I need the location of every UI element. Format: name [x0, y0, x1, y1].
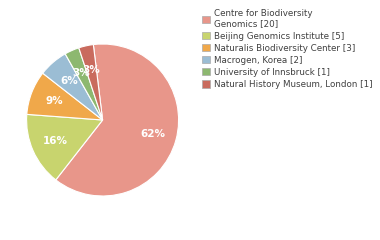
- Text: 3%: 3%: [73, 68, 90, 78]
- Text: 16%: 16%: [43, 136, 68, 146]
- Text: 62%: 62%: [140, 129, 165, 139]
- Wedge shape: [56, 44, 179, 196]
- Text: 6%: 6%: [60, 76, 78, 86]
- Text: 9%: 9%: [46, 96, 63, 106]
- Wedge shape: [27, 114, 103, 180]
- Wedge shape: [79, 45, 103, 120]
- Legend: Centre for Biodiversity
Genomics [20], Beijing Genomics Institute [5], Naturalis: Centre for Biodiversity Genomics [20], B…: [202, 9, 373, 89]
- Text: 3%: 3%: [82, 65, 100, 75]
- Wedge shape: [65, 48, 103, 120]
- Wedge shape: [27, 73, 103, 120]
- Wedge shape: [43, 54, 103, 120]
